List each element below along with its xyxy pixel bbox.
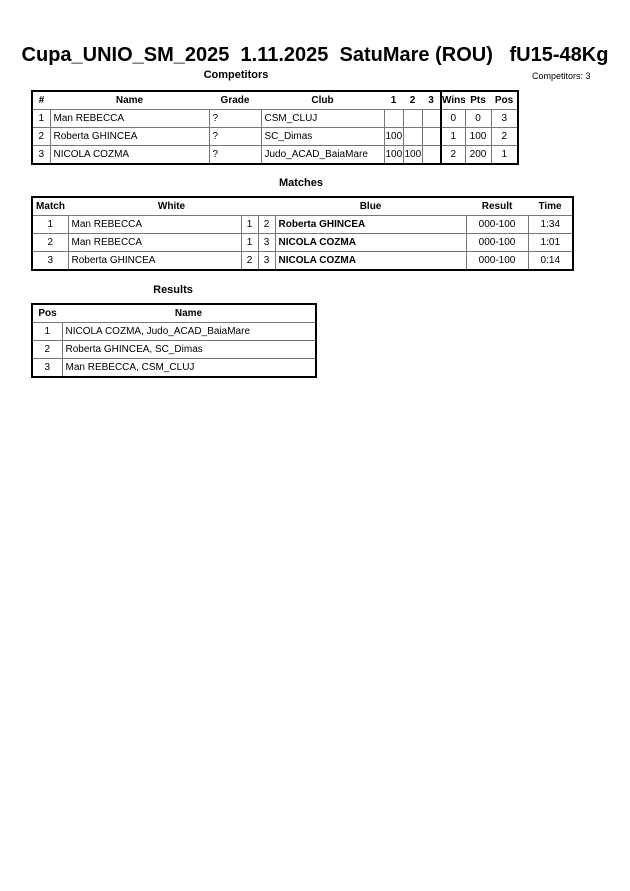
table-cell: 100 [383, 127, 404, 146]
table-cell [402, 109, 423, 128]
table-row: 3 Man REBECCA, CSM_CLUJ [31, 358, 317, 378]
column-header: Blue [275, 197, 467, 216]
column-header: Wins [440, 91, 465, 110]
table-cell: Judo_ACAD_BaiaMare [260, 145, 385, 165]
table-cell: 1 [31, 322, 63, 341]
matches-table: Match White Blue Result Time 1 Man REBECCA 1 2 Ro… [31, 196, 575, 271]
table-row: 2 Roberta GHINCEA? SC_Dimas 100 1 100 2 [31, 127, 519, 146]
table-cell: 3 [257, 233, 276, 252]
table-cell: 000-100 [465, 251, 529, 271]
table-cell: 000-100 [465, 215, 529, 234]
table-row: 1 Man REBECCA? CSM_CLUJ 0 0 3 [31, 109, 519, 128]
column-header: 1 [384, 91, 403, 110]
table-cell: 3 [490, 109, 519, 128]
table-cell: 100 [383, 145, 404, 165]
table-row: 1 NICOLA COZMA, Judo_ACAD_BaiaMare [31, 322, 317, 341]
column-header: Pos [32, 304, 62, 323]
table-cell: 0 [464, 109, 492, 128]
table-cell: 1 [31, 215, 69, 234]
table-cell: 2 [31, 127, 51, 146]
competitors-table: # Name Grade Club 1 2 3 Wins Pts Pos 1 Man REBECCA?… [31, 90, 519, 165]
table-cell: 3 [257, 251, 276, 271]
table-cell: 1 [440, 127, 466, 146]
table-cell: Roberta GHINCEA [274, 215, 467, 234]
table-cell: 2 [31, 340, 63, 359]
table-row: 2 Roberta GHINCEA, SC_Dimas [31, 340, 317, 359]
table-cell: ? [208, 127, 262, 146]
table-cell: 100 [402, 145, 423, 165]
table-cell: 100 [464, 127, 492, 146]
table-cell: 000-100 [465, 233, 529, 252]
table-cell: 0 [440, 109, 466, 128]
table-cell: Man REBECCA [67, 233, 242, 252]
table-row: 3 Roberta GHINCEA 2 3 NICOLA COZMA 000-100 0:1… [31, 251, 574, 271]
table-cell: Roberta GHINCEA [67, 251, 242, 271]
header-row: Match White Blue Result Time [32, 197, 574, 216]
column-header: Result [466, 197, 529, 216]
competitors-count: Competitors: 3 [532, 71, 591, 81]
column-header: Pos [491, 91, 518, 110]
column-header: Match [32, 197, 68, 216]
table-cell [421, 127, 442, 146]
table-cell: Man REBECCA, CSM_CLUJ [61, 358, 317, 378]
table-row: 2 Man REBECCA 1 3 NICOLA COZMA 000-100 1:01 [31, 233, 574, 252]
table-cell [402, 127, 423, 146]
table-cell: Roberta GHINCEA [49, 127, 210, 146]
table-cell [421, 109, 442, 128]
table-cell: ? [208, 145, 262, 165]
column-header: # [32, 91, 50, 110]
table-cell: 1:01 [527, 233, 574, 252]
table-row: 3 NICOLA COZMA? Judo_ACAD_BaiaMare 100 100 2 2… [31, 145, 519, 165]
page-title: Cupa_UNIO_SM_2025 1.11.2025 SatuMare (RO… [21, 44, 609, 66]
column-header: White [68, 197, 276, 216]
table-cell: 1:34 [527, 215, 574, 234]
table-cell: 0:14 [527, 251, 574, 271]
table-cell: 2 [31, 233, 69, 252]
header-row: Pos Name [32, 304, 316, 323]
table-cell: NICOLA COZMA [49, 145, 210, 165]
table-cell: Man REBECCA [49, 109, 210, 128]
table-cell: NICOLA COZMA [274, 233, 467, 252]
competitors-heading: Competitors [203, 69, 269, 81]
table-cell: Roberta GHINCEA, SC_Dimas [61, 340, 317, 359]
table-cell: 3 [31, 145, 51, 165]
table-cell: Man REBECCA [67, 215, 242, 234]
results-heading: Results [153, 284, 193, 296]
table-cell: 1 [240, 215, 259, 234]
table-cell: 1 [31, 109, 51, 128]
table-cell [421, 145, 442, 165]
table-cell: 3 [31, 251, 69, 271]
column-header: 2 [403, 91, 422, 110]
column-header: Club [261, 91, 384, 110]
table-cell [383, 109, 404, 128]
column-header: Name [50, 91, 209, 110]
table-cell: NICOLA COZMA [274, 251, 467, 271]
table-cell: 2 [240, 251, 259, 271]
table-cell: 2 [257, 215, 276, 234]
column-header: 3 [422, 91, 441, 110]
matches-heading: Matches [278, 177, 324, 189]
header-row: # Name Grade Club 1 2 3 Wins Pts Pos [32, 91, 518, 110]
table-cell: 2 [440, 145, 466, 165]
table-row: 1 Man REBECCA 1 2 Roberta GHINCEA 000-100 1:34 [31, 215, 574, 234]
table-cell: 2 [490, 127, 519, 146]
table-cell: 1 [490, 145, 519, 165]
table-cell: NICOLA COZMA, Judo_ACAD_BaiaMare [61, 322, 317, 341]
table-cell: CSM_CLUJ [260, 109, 385, 128]
results-table: Pos Name 1 NICOLA COZMA, Judo_ACAD_BaiaMare… [31, 303, 317, 378]
column-header: Name [62, 304, 316, 323]
column-header: Time [528, 197, 574, 216]
column-header: Grade [209, 91, 261, 110]
table-cell: 3 [31, 358, 63, 378]
table-cell: ? [208, 109, 262, 128]
column-header: Pts [465, 91, 491, 110]
table-cell: SC_Dimas [260, 127, 385, 146]
table-cell: 200 [464, 145, 492, 165]
table-cell: 1 [240, 233, 259, 252]
